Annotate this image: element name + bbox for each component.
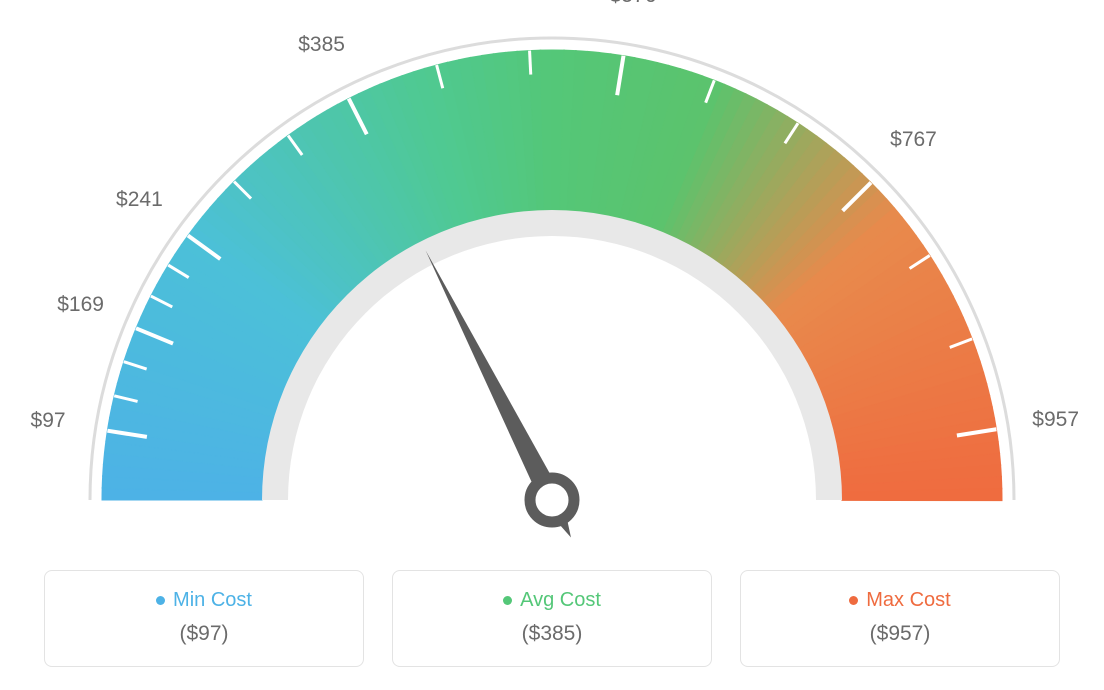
legend-card: Min Cost ($97): [44, 570, 364, 667]
gauge-tick-label: $169: [57, 293, 104, 317]
gauge-svg: [0, 0, 1104, 560]
legend-value: ($385): [393, 622, 711, 646]
gauge-tick-label: $957: [1032, 408, 1079, 432]
legend-card: Avg Cost ($385): [392, 570, 712, 667]
gauge-tick-label: $97: [31, 409, 66, 433]
gauge-tick-label: $385: [298, 33, 345, 57]
gauge-arc: [102, 50, 1002, 501]
legend-label: Max Cost: [866, 589, 950, 612]
legend-value: ($97): [45, 622, 363, 646]
gauge-tick-label: $241: [116, 188, 163, 212]
legend-card: Max Cost ($957): [740, 570, 1060, 667]
legend-dot-icon: [849, 596, 858, 605]
legend-label: Avg Cost: [520, 589, 601, 612]
gauge-tick-label: $767: [890, 128, 937, 152]
legend-title: Max Cost: [849, 589, 950, 612]
gauge-tick-label: $576: [610, 0, 657, 8]
gauge-pivot: [530, 478, 574, 522]
legend-row: Min Cost ($97) Avg Cost ($385) Max Cost ($957…: [0, 570, 1104, 667]
legend-title: Min Cost: [156, 589, 252, 612]
legend-dot-icon: [156, 596, 165, 605]
legend-value: ($957): [741, 622, 1059, 646]
cost-gauge: $97 $169 $241 $385 $576 $767 $957: [0, 0, 1104, 560]
legend-dot-icon: [503, 596, 512, 605]
legend-label: Min Cost: [173, 589, 252, 612]
legend-title: Avg Cost: [503, 589, 601, 612]
